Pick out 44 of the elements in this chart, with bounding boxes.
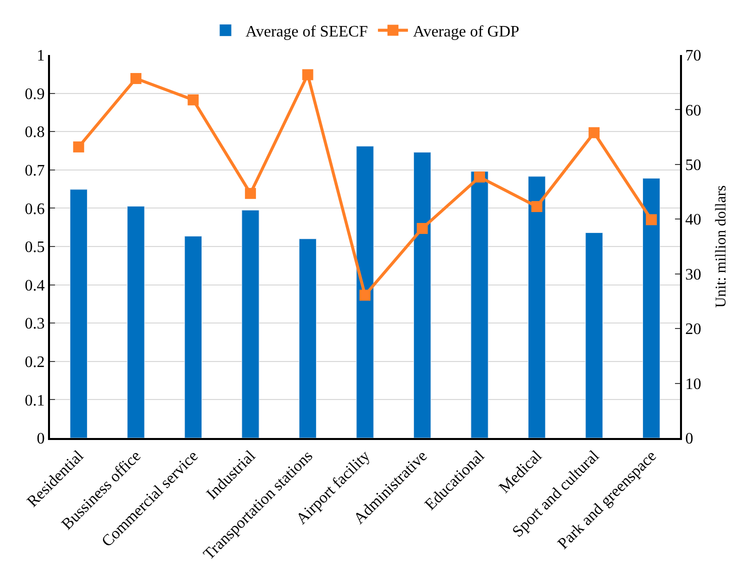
- y-tick-label: 1: [36, 48, 45, 65]
- y-tick-label: 0.5: [24, 239, 45, 256]
- y2-tick-label: 20: [685, 321, 702, 338]
- y2-tick-label: 60: [685, 102, 702, 120]
- bar: [470, 171, 488, 438]
- bar: [413, 152, 432, 438]
- point: [130, 73, 142, 84]
- y2-tick-label: 30: [685, 266, 702, 284]
- y2-axis-title: Unit: million dollars: [714, 185, 730, 308]
- y-tick-label: 0.3: [24, 316, 45, 333]
- y2-tick-label: 10: [685, 376, 702, 393]
- y-tick-label: 0.4: [24, 277, 45, 294]
- legend-label: Average of SEECF: [246, 23, 368, 40]
- point: [302, 69, 314, 80]
- y2-tick-label: 70: [685, 48, 702, 65]
- point: [244, 188, 256, 199]
- bar: [242, 210, 260, 438]
- y-tick-label: 0.1: [24, 392, 45, 410]
- y-tick-label: 0.9: [24, 86, 45, 103]
- y-tick-label: 0: [36, 430, 45, 448]
- y2-tick-label: 40: [685, 212, 702, 229]
- bar: [642, 178, 660, 438]
- point: [73, 141, 84, 152]
- bar: [70, 189, 88, 438]
- point: [531, 201, 542, 212]
- bar: [585, 232, 603, 438]
- bar: [356, 146, 374, 438]
- point: [416, 222, 428, 234]
- point: [646, 214, 657, 226]
- y-tick-label: 0.2: [24, 354, 45, 371]
- point: [588, 127, 600, 138]
- bar: [184, 236, 202, 438]
- y2-tick-label: 50: [685, 157, 702, 174]
- point: [360, 290, 370, 301]
- y2-tick-label: 0: [685, 430, 694, 448]
- bar: [298, 238, 317, 438]
- y-tick-label: 0.8: [24, 124, 45, 142]
- y-tick-label: 0.7: [24, 162, 45, 180]
- point: [188, 94, 199, 106]
- point: [474, 172, 486, 183]
- legend-label: Average of GDP: [412, 23, 520, 40]
- y-tick-label: 0.6: [24, 200, 45, 218]
- bar: [127, 206, 145, 438]
- bar: [528, 176, 546, 438]
